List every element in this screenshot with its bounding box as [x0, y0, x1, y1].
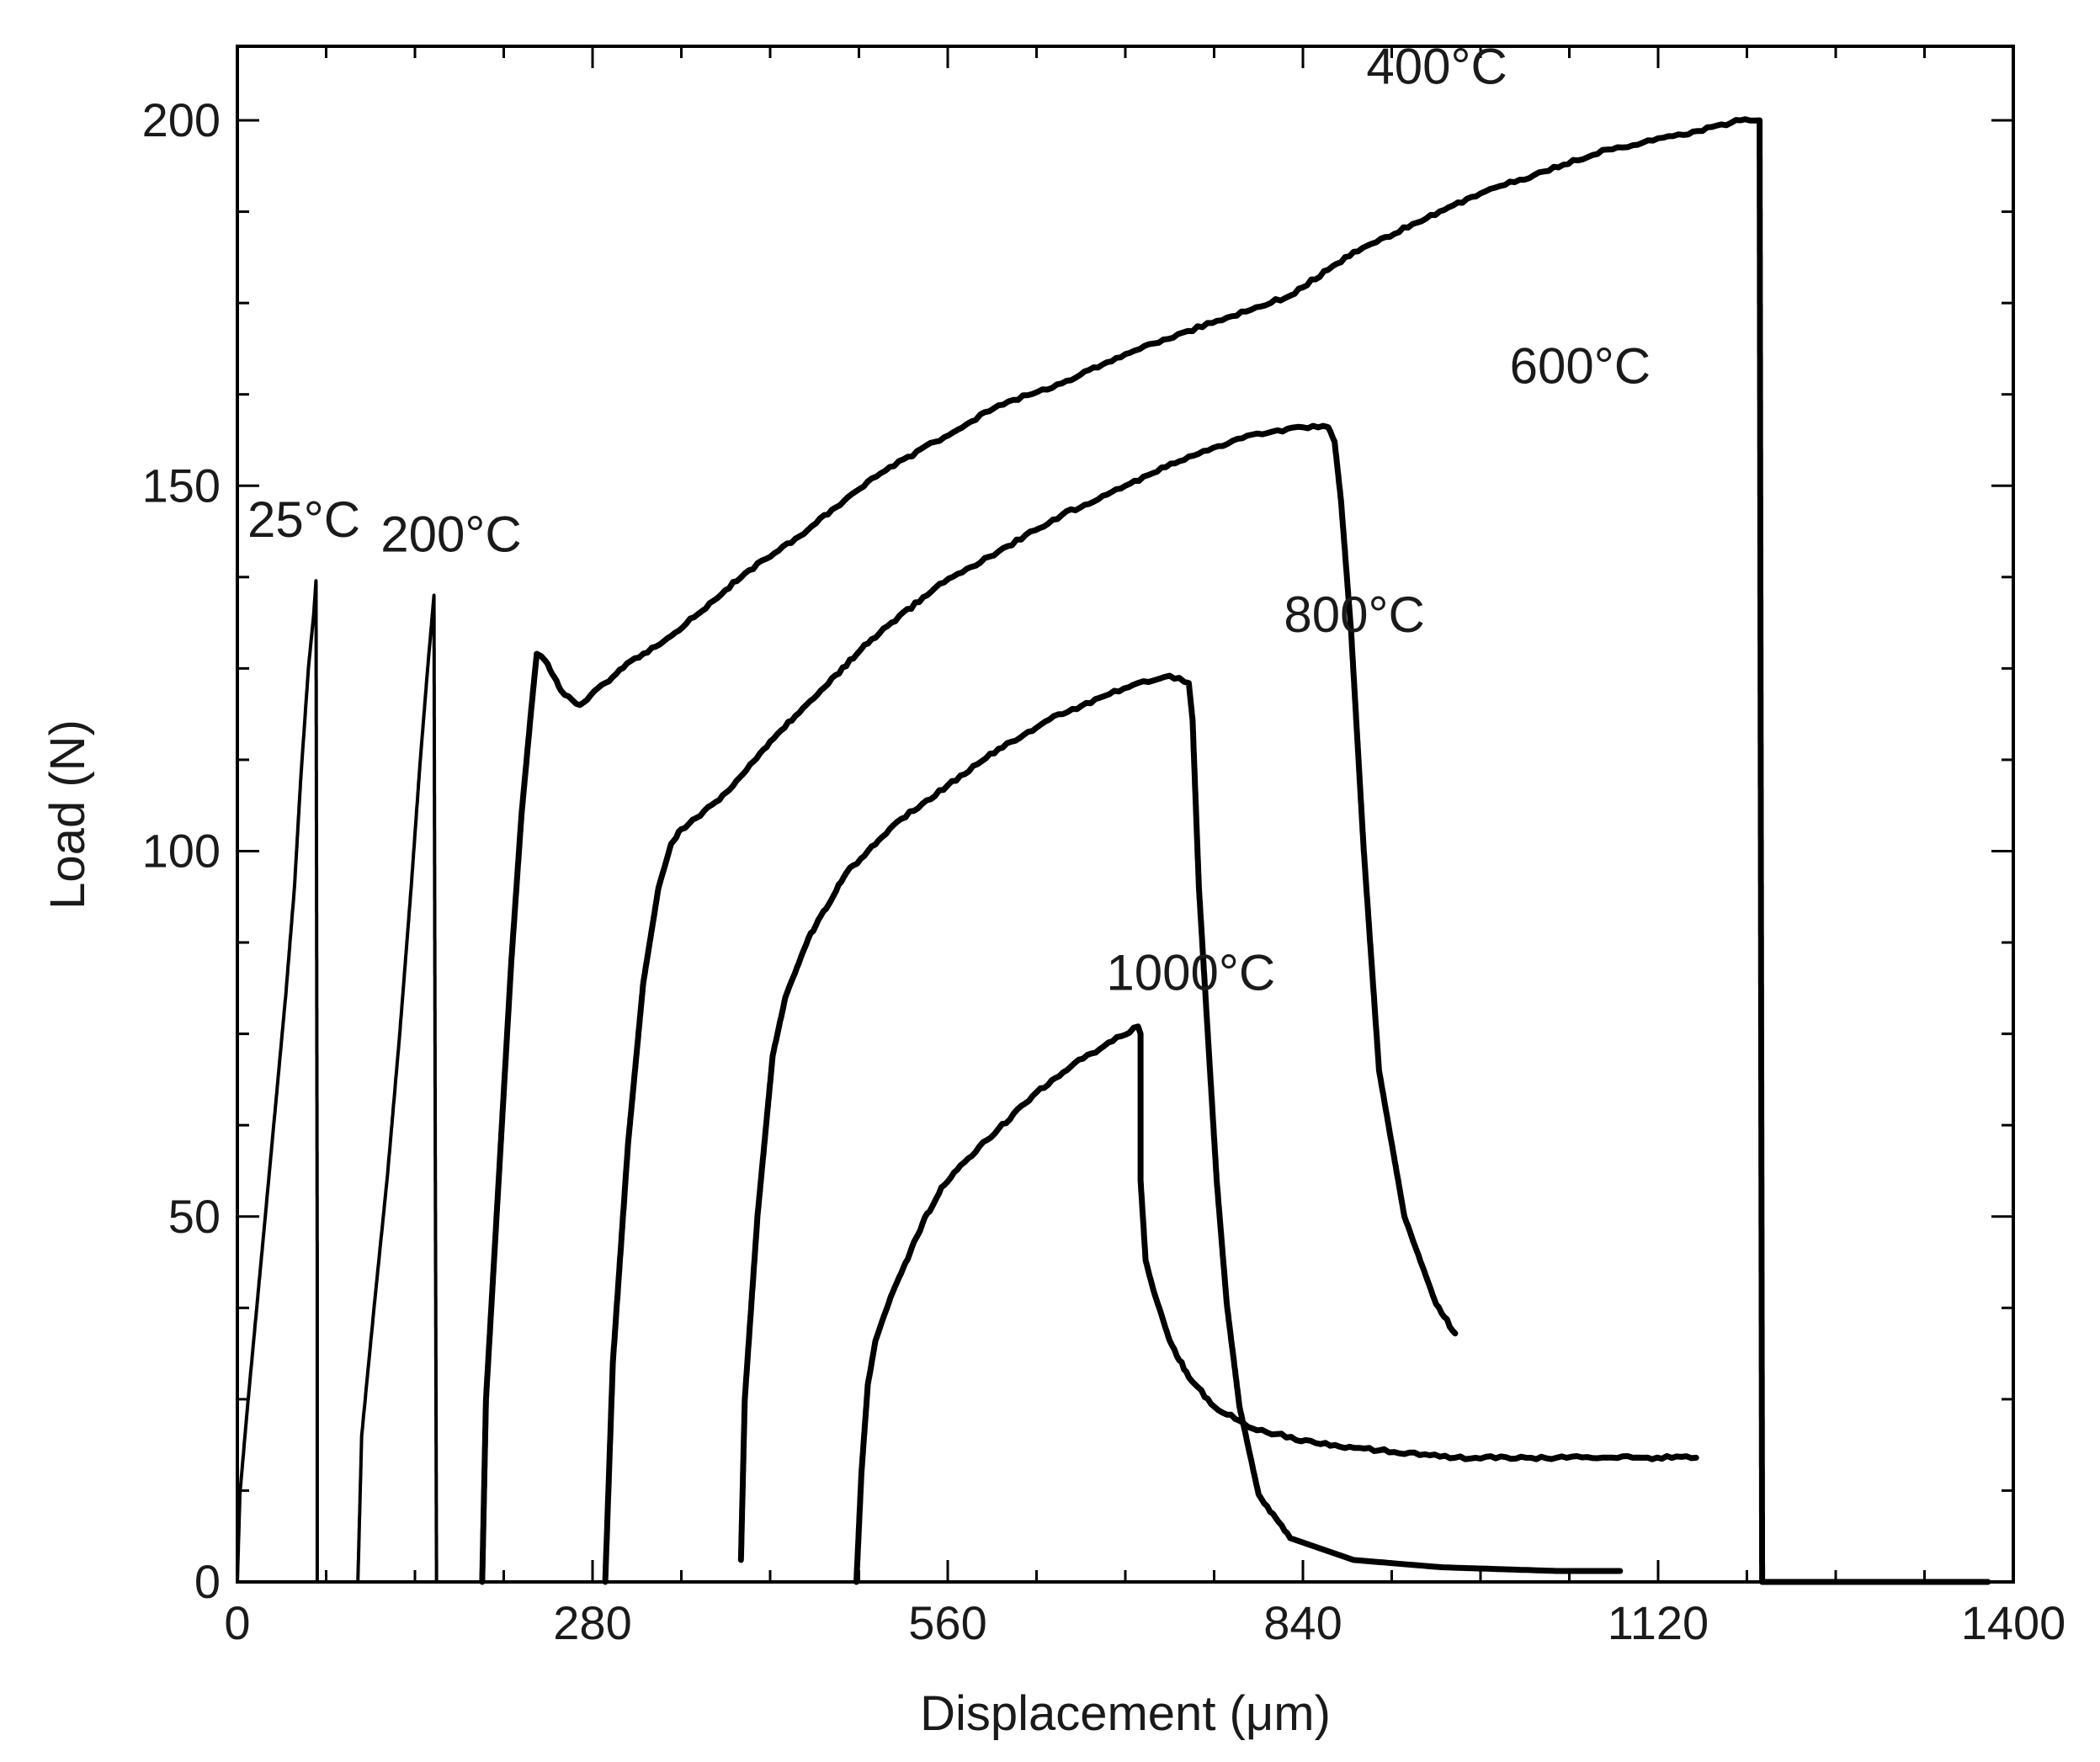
series-label: 400°C	[1366, 39, 1507, 95]
x-axis-ticks: 0 280 560 840 1120 1400	[224, 46, 2065, 1649]
y-axis-ticks: 0 50 100 150 200	[142, 93, 2013, 1608]
series-line-25c	[236, 579, 319, 1584]
y-tick-label: 100	[142, 825, 221, 878]
x-tick-label: 0	[224, 1596, 250, 1649]
series-line-600c	[602, 422, 1459, 1585]
y-tick-label: 0	[194, 1555, 221, 1608]
y-tick-label: 200	[142, 93, 221, 146]
series-label: 800°C	[1284, 586, 1424, 643]
x-tick-label: 1120	[1608, 1596, 1709, 1649]
series-line-1000c	[853, 1023, 1699, 1585]
series-label: 600°C	[1510, 338, 1651, 395]
series-line-200c	[356, 593, 439, 1584]
x-tick-label: 1400	[1961, 1596, 2066, 1649]
series-label: 200°C	[380, 506, 521, 562]
plot-frame	[236, 45, 2015, 1584]
x-axis-label: Displacement (μm)	[920, 1686, 1331, 1741]
data-series	[236, 116, 1991, 1585]
y-axis-label: Load (N)	[40, 719, 95, 910]
y-tick-label: 150	[142, 459, 221, 512]
y-tick-label: 50	[168, 1190, 221, 1243]
x-tick-label: 560	[908, 1596, 986, 1649]
x-tick-label: 840	[1263, 1596, 1342, 1649]
series-line-400c	[479, 116, 1991, 1585]
series-label: 1000°C	[1106, 945, 1275, 1001]
x-tick-label: 280	[553, 1596, 631, 1649]
series-label: 25°C	[247, 491, 360, 548]
series-labels: 25°C 200°C 400°C 600°C 800°C 1000°C	[247, 39, 1651, 1001]
series-line-800c	[737, 672, 1624, 1574]
